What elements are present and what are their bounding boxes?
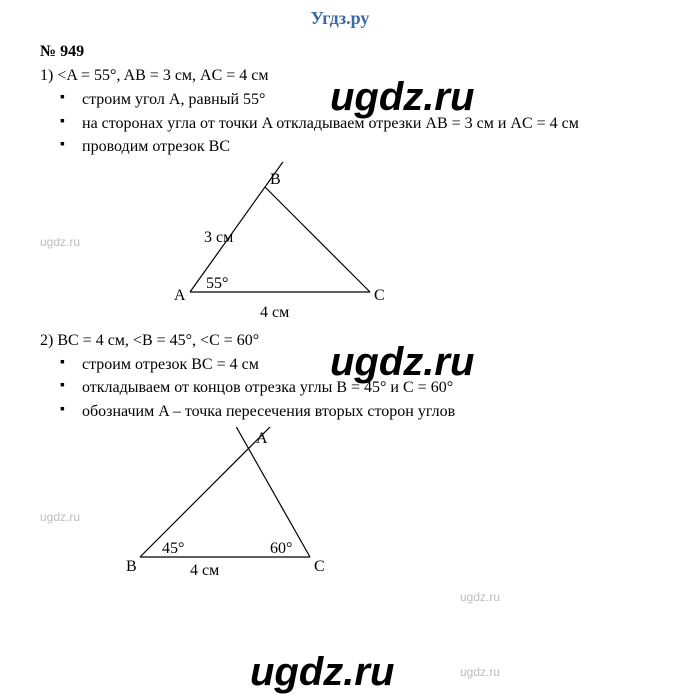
triangle2-svg: B C A 4 см 45° 60° bbox=[120, 427, 380, 577]
angle-A-label: 55° bbox=[206, 275, 228, 292]
watermark-small: ugdz.ru bbox=[40, 510, 80, 524]
angle-C-label: 60° bbox=[270, 540, 292, 557]
watermark-small: ugdz.ru bbox=[460, 665, 500, 679]
vertex-B-label: B bbox=[126, 558, 137, 575]
part1-steps: строим угол A, равный 55° на сторонах уг… bbox=[60, 89, 680, 158]
part2-given: 2) BC = 4 см, <B = 45°, <C = 60° bbox=[40, 332, 680, 350]
vertex-B-label: B bbox=[270, 171, 281, 188]
site-header: Угдз.ру bbox=[0, 0, 680, 29]
vertex-C-label: C bbox=[374, 287, 385, 304]
vertex-A-label: A bbox=[174, 287, 186, 304]
step-item: обозначим A – точка пересечения вторых с… bbox=[60, 401, 680, 423]
triangle1-svg: A C B 3 см 4 см 55° bbox=[160, 162, 420, 322]
vertex-C-label: C bbox=[314, 558, 325, 575]
part1-diagram: A C B 3 см 4 см 55° bbox=[160, 162, 420, 322]
watermark-small: ugdz.ru bbox=[460, 590, 500, 604]
problem-number: № 949 bbox=[40, 43, 680, 61]
side-BC-label: 4 см bbox=[190, 562, 219, 577]
side-AC-label: 4 см bbox=[260, 304, 289, 321]
part1-given: 1) <A = 55°, AB = 3 см, AC = 4 см bbox=[40, 67, 680, 85]
step-item: строим отрезок BC = 4 см bbox=[60, 354, 680, 376]
step-item: строим угол A, равный 55° bbox=[60, 89, 680, 111]
vertex-A-label: A bbox=[256, 430, 268, 447]
step-item: на сторонах угла от точки A откладываем … bbox=[60, 113, 680, 135]
watermark-big: ugdz.ru bbox=[250, 650, 394, 695]
angle-B-label: 45° bbox=[162, 540, 184, 557]
part2-diagram: B C A 4 см 45° 60° bbox=[120, 427, 380, 577]
step-item: проводим отрезок BC bbox=[60, 136, 680, 158]
part2-steps: строим отрезок BC = 4 см откладываем от … bbox=[60, 354, 680, 423]
step-item: откладываем от концов отрезка углы B = 4… bbox=[60, 377, 680, 399]
watermark-small: ugdz.ru bbox=[40, 235, 80, 249]
side-AB-label: 3 см bbox=[204, 229, 233, 246]
